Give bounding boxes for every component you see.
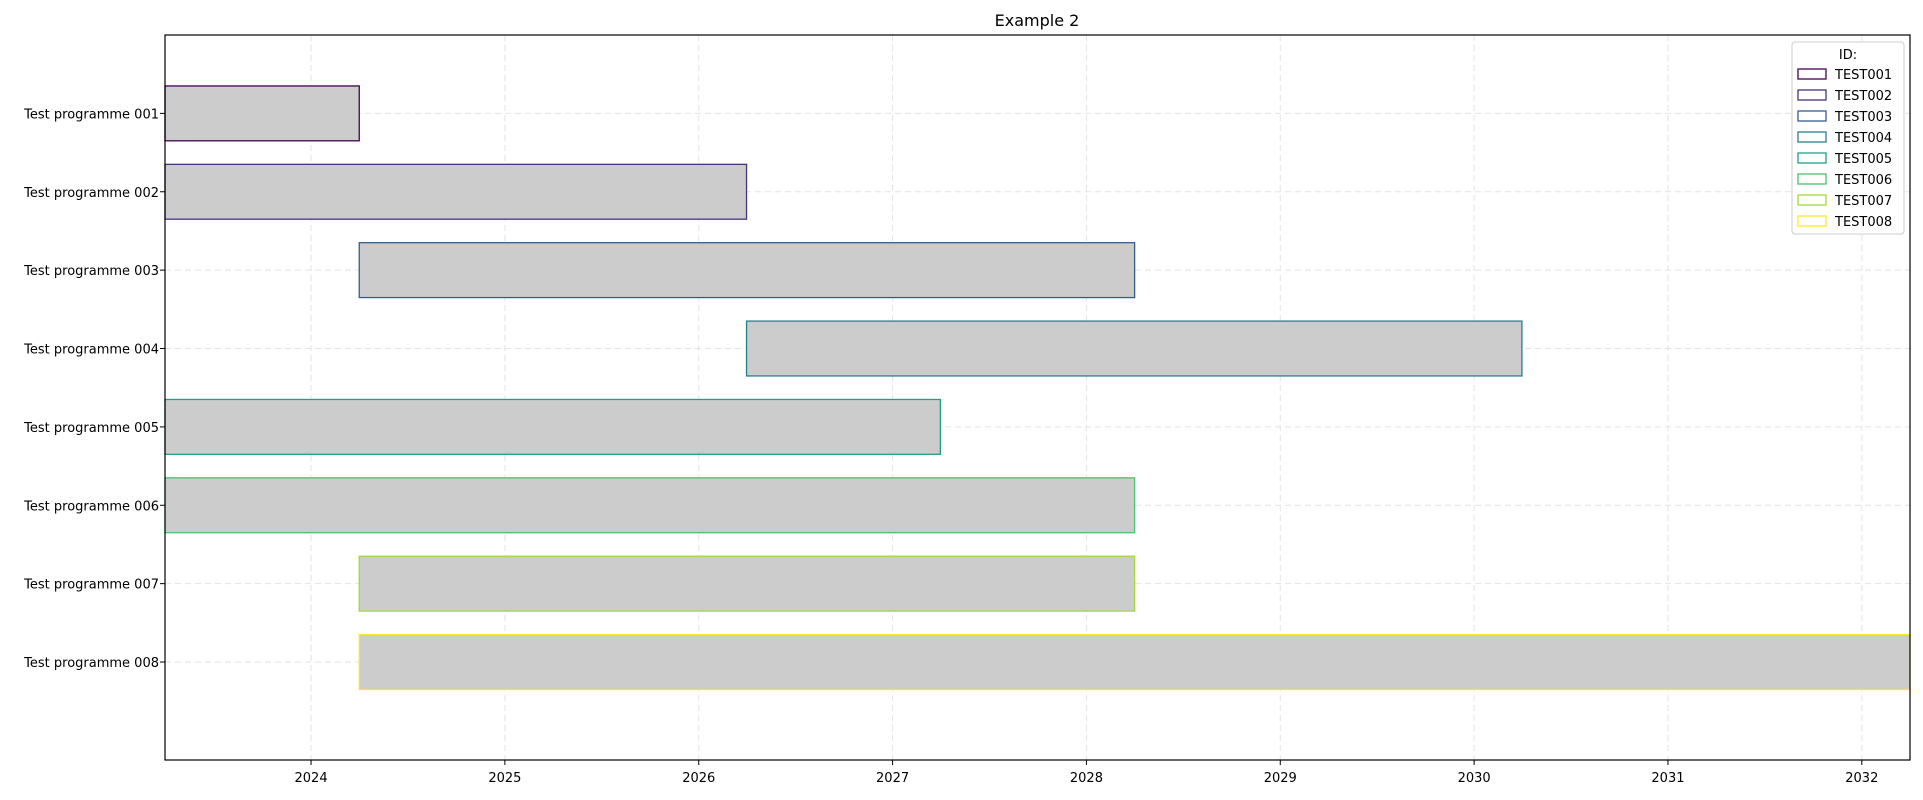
legend-swatch-test006	[1797, 173, 1827, 185]
gantt-bar-test003	[358, 242, 1136, 299]
y-tick-label: Test programme 004	[23, 343, 159, 358]
legend-swatch-test008	[1797, 215, 1827, 227]
legend-label-test003: TEST003	[1834, 110, 1892, 125]
gantt-bar-test006	[164, 477, 1136, 534]
gantt-bar-test007	[358, 555, 1136, 612]
y-tick-label: Test programme 005	[23, 421, 159, 436]
y-tick-label: Test programme 006	[23, 499, 159, 514]
x-tick-label: 2025	[488, 771, 521, 786]
legend-label-test006: TEST006	[1834, 173, 1892, 188]
legend-swatch-test002	[1797, 89, 1827, 101]
y-tick-label: Test programme 001	[23, 107, 159, 122]
legend-label-test001: TEST001	[1834, 68, 1892, 83]
x-tick-label: 2029	[1264, 771, 1297, 786]
gantt-bar-test002	[164, 163, 748, 220]
legend-swatch-test001	[1797, 68, 1827, 80]
x-tick-label: 2030	[1458, 771, 1491, 786]
legend-title: ID:	[1839, 48, 1857, 63]
legend-swatch-test007	[1797, 194, 1827, 206]
legend-label-test002: TEST002	[1834, 89, 1892, 104]
legend-swatch-test003	[1797, 110, 1827, 122]
plot-area-frame	[164, 34, 1911, 761]
x-axis: 2024 2025 2026 2027 2028 2029 2030 2031 2032	[295, 760, 1878, 786]
legend-swatch-test004	[1797, 131, 1827, 143]
y-tick-label: Test programme 008	[23, 656, 159, 671]
y-tick-label: Test programme 007	[23, 578, 159, 593]
x-tick-label: 2031	[1651, 771, 1684, 786]
gantt-bar-test005	[164, 398, 942, 455]
y-axis: Test programme 001 Test programme 002 Test…	[23, 107, 165, 671]
x-tick-label: 2032	[1845, 771, 1878, 786]
gantt-bar-test001	[164, 85, 360, 142]
chart-title: Example 2	[995, 11, 1080, 30]
legend-label-test004: TEST004	[1834, 131, 1892, 146]
y-tick-label: Test programme 003	[23, 264, 159, 279]
bars-layer	[164, 85, 1911, 691]
legend-swatch-test005	[1797, 152, 1827, 164]
x-tick-label: 2027	[876, 771, 909, 786]
gantt-bar-test004	[745, 320, 1523, 377]
legend-label-test008: TEST008	[1834, 215, 1892, 230]
x-tick-label: 2028	[1070, 771, 1103, 786]
x-tick-label: 2026	[682, 771, 715, 786]
legend-label-test007: TEST007	[1834, 194, 1892, 209]
y-tick-label: Test programme 002	[23, 186, 159, 201]
legend: ID: TEST001 TEST002 TEST003 TEST004 TEST005 TE…	[1791, 41, 1905, 235]
x-tick-label: 2024	[295, 771, 328, 786]
legend-label-test005: TEST005	[1834, 152, 1892, 167]
gantt-bar-test008	[358, 633, 1911, 691]
